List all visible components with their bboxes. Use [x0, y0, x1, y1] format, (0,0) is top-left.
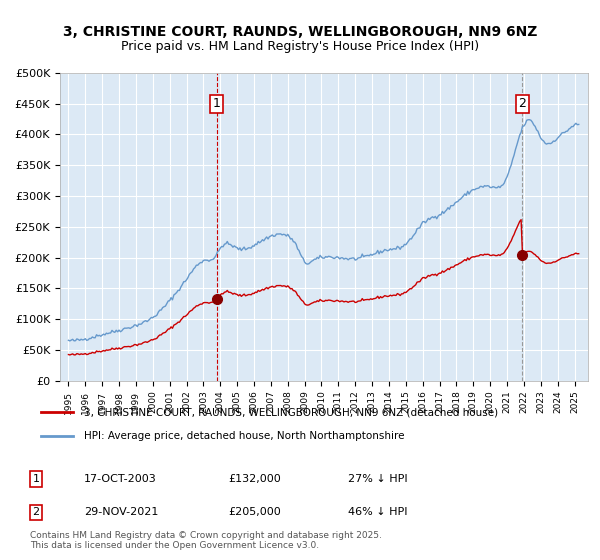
- Text: 46% ↓ HPI: 46% ↓ HPI: [348, 507, 407, 517]
- Text: 29-NOV-2021: 29-NOV-2021: [84, 507, 158, 517]
- Text: 1: 1: [213, 97, 221, 110]
- Text: Contains HM Land Registry data © Crown copyright and database right 2025.
This d: Contains HM Land Registry data © Crown c…: [30, 530, 382, 550]
- Text: 17-OCT-2003: 17-OCT-2003: [84, 474, 157, 484]
- Text: £132,000: £132,000: [228, 474, 281, 484]
- Text: 2: 2: [518, 97, 526, 110]
- Text: 3, CHRISTINE COURT, RAUNDS, WELLINGBOROUGH, NN9 6NZ: 3, CHRISTINE COURT, RAUNDS, WELLINGBOROU…: [63, 25, 537, 39]
- Text: £205,000: £205,000: [228, 507, 281, 517]
- Text: 2: 2: [32, 507, 40, 517]
- Text: 3, CHRISTINE COURT, RAUNDS, WELLINGBOROUGH, NN9 6NZ (detached house): 3, CHRISTINE COURT, RAUNDS, WELLINGBOROU…: [84, 408, 498, 418]
- Text: 1: 1: [32, 474, 40, 484]
- Text: Price paid vs. HM Land Registry's House Price Index (HPI): Price paid vs. HM Land Registry's House …: [121, 40, 479, 53]
- Text: HPI: Average price, detached house, North Northamptonshire: HPI: Average price, detached house, Nort…: [84, 431, 404, 441]
- Text: 27% ↓ HPI: 27% ↓ HPI: [348, 474, 407, 484]
